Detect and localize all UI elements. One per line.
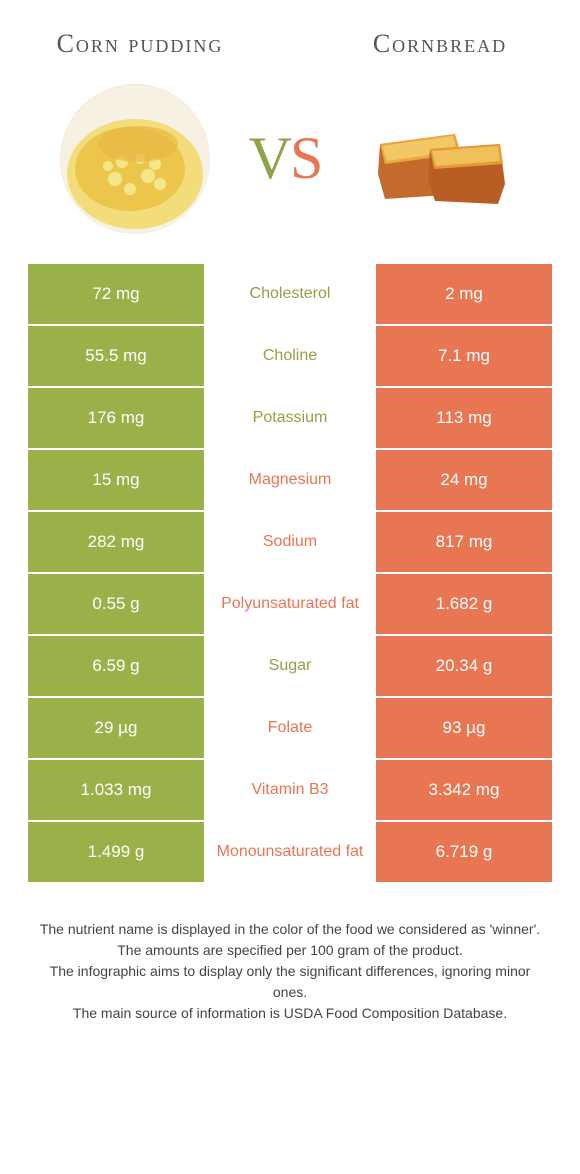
value-left: 1.033 mg [28, 760, 206, 820]
value-left: 15 mg [28, 450, 206, 510]
table-row: 29 µgFolate93 µg [28, 698, 552, 760]
value-right: 20.34 g [376, 636, 552, 696]
nutrient-label: Potassium [206, 388, 376, 448]
value-right: 2 mg [376, 264, 552, 324]
value-left: 176 mg [28, 388, 206, 448]
table-row: 55.5 mgCholine7.1 mg [28, 326, 552, 388]
table-row: 1.499 gMonounsaturated fat6.719 g [28, 822, 552, 884]
value-left: 0.55 g [28, 574, 206, 634]
nutrient-label: Vitamin B3 [206, 760, 376, 820]
nutrient-label: Magnesium [206, 450, 376, 510]
nutrient-label: Sodium [206, 512, 376, 572]
value-right: 6.719 g [376, 822, 552, 882]
value-left: 55.5 mg [28, 326, 206, 386]
nutrient-label: Folate [206, 698, 376, 758]
nutrient-label: Sugar [206, 636, 376, 696]
title-left: Corn pudding [50, 30, 230, 59]
table-row: 0.55 gPolyunsaturated fat1.682 g [28, 574, 552, 636]
nutrient-label: Cholesterol [206, 264, 376, 324]
nutrient-label: Choline [206, 326, 376, 386]
vs-s: S [290, 125, 321, 191]
value-right: 113 mg [376, 388, 552, 448]
vs-label: VS [249, 124, 322, 193]
table-row: 1.033 mgVitamin B33.342 mg [28, 760, 552, 822]
table-row: 72 mgCholesterol2 mg [28, 264, 552, 326]
value-left: 282 mg [28, 512, 206, 572]
table-row: 282 mgSodium817 mg [28, 512, 552, 574]
table-row: 15 mgMagnesium24 mg [28, 450, 552, 512]
value-right: 24 mg [376, 450, 552, 510]
value-right: 7.1 mg [376, 326, 552, 386]
value-left: 72 mg [28, 264, 206, 324]
footer-notes: The nutrient name is displayed in the co… [0, 884, 580, 1044]
title-right: Cornbread [350, 30, 530, 59]
food-image-right [360, 99, 520, 219]
comparison-table: 72 mgCholesterol2 mg55.5 mgCholine7.1 mg… [0, 264, 580, 884]
value-left: 29 µg [28, 698, 206, 758]
value-left: 6.59 g [28, 636, 206, 696]
vs-v: V [249, 125, 290, 191]
header: Corn pudding Cornbread [0, 0, 580, 69]
footer-line: The amounts are specified per 100 gram o… [35, 940, 545, 961]
footer-line: The nutrient name is displayed in the co… [35, 919, 545, 940]
table-row: 176 mgPotassium113 mg [28, 388, 552, 450]
footer-line: The infographic aims to display only the… [35, 961, 545, 1003]
value-right: 1.682 g [376, 574, 552, 634]
nutrient-label: Polyunsaturated fat [206, 574, 376, 634]
nutrient-label: Monounsaturated fat [206, 822, 376, 882]
vs-row: VS [0, 69, 580, 264]
footer-line: The main source of information is USDA F… [35, 1003, 545, 1024]
value-right: 3.342 mg [376, 760, 552, 820]
food-image-left [60, 84, 210, 234]
value-right: 817 mg [376, 512, 552, 572]
value-right: 93 µg [376, 698, 552, 758]
value-left: 1.499 g [28, 822, 206, 882]
table-row: 6.59 gSugar20.34 g [28, 636, 552, 698]
